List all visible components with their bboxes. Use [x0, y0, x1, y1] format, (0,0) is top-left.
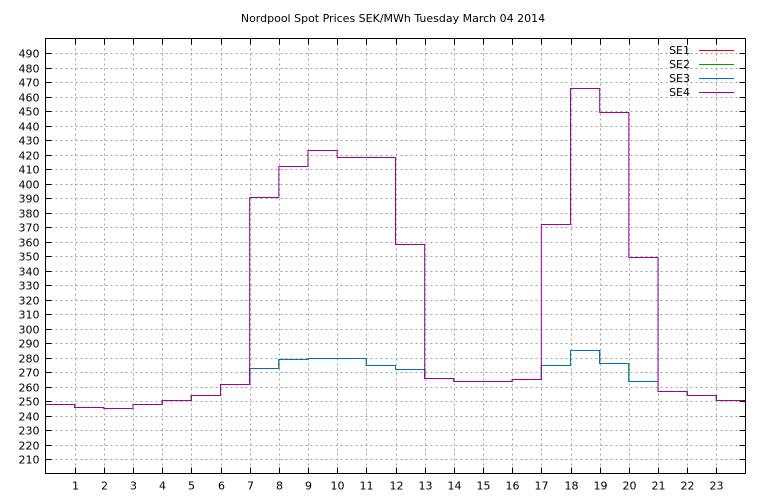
y-tick-label: 240 — [19, 411, 40, 424]
x-tick-label: 7 — [247, 480, 254, 493]
x-tick-label: 16 — [506, 480, 520, 493]
y-tick-label: 400 — [19, 179, 40, 192]
x-tick-label: 19 — [594, 480, 608, 493]
plot-frame — [45, 38, 746, 474]
y-tick-label: 350 — [19, 251, 40, 264]
y-tick-label: 470 — [19, 77, 40, 90]
y-tick-label: 270 — [19, 367, 40, 380]
y-tick-label: 340 — [19, 266, 40, 279]
x-tick-label: 15 — [477, 480, 491, 493]
x-tick-label: 6 — [218, 480, 225, 493]
legend-label-se4: SE4 — [669, 86, 690, 99]
y-tick-label: 320 — [19, 295, 40, 308]
x-tick-label: 12 — [390, 480, 404, 493]
x-tick-label: 11 — [360, 480, 374, 493]
y-tick-label: 410 — [19, 164, 40, 177]
y-tick-label: 300 — [19, 324, 40, 337]
x-tick-label: 13 — [419, 480, 433, 493]
legend-label-se2: SE2 — [669, 58, 690, 71]
y-tick-label: 460 — [19, 92, 40, 105]
axes: 2102202302402502602702802903003103203303… — [19, 38, 746, 493]
x-tick-label: 5 — [188, 480, 195, 493]
x-tick-label: 8 — [276, 480, 283, 493]
x-tick-label: 14 — [448, 480, 462, 493]
y-tick-label: 490 — [19, 48, 40, 61]
series-line-se4 — [45, 88, 746, 409]
series-line-se3 — [45, 350, 746, 409]
x-tick-label: 23 — [710, 480, 724, 493]
y-tick-label: 440 — [19, 121, 40, 134]
x-tick-label: 20 — [623, 480, 637, 493]
grid-lines — [45, 38, 746, 474]
data-series — [45, 88, 746, 409]
x-tick-label: 17 — [535, 480, 549, 493]
x-tick-label: 10 — [331, 480, 345, 493]
y-tick-label: 290 — [19, 338, 40, 351]
x-tick-label: 18 — [565, 480, 579, 493]
x-tick-label: 2 — [101, 480, 108, 493]
series-line-se2 — [45, 350, 746, 409]
y-tick-label: 450 — [19, 106, 40, 119]
y-tick-label: 310 — [19, 309, 40, 322]
y-tick-label: 390 — [19, 193, 40, 206]
y-tick-label: 360 — [19, 237, 40, 250]
y-tick-label: 480 — [19, 63, 40, 76]
y-tick-label: 210 — [19, 454, 40, 467]
x-tick-label: 4 — [159, 480, 166, 493]
x-tick-label: 1 — [72, 480, 79, 493]
y-tick-label: 430 — [19, 135, 40, 148]
x-tick-label: 21 — [652, 480, 666, 493]
legend-label-se3: SE3 — [669, 72, 690, 85]
y-tick-label: 260 — [19, 382, 40, 395]
chart-title: Nordpool Spot Prices SEK/MWh Tuesday Mar… — [241, 12, 545, 25]
y-tick-label: 370 — [19, 222, 40, 235]
y-tick-label: 250 — [19, 396, 40, 409]
y-tick-label: 220 — [19, 440, 40, 453]
x-tick-label: 22 — [681, 480, 695, 493]
y-tick-label: 330 — [19, 280, 40, 293]
series-line-se1 — [45, 350, 746, 409]
x-tick-label: 9 — [305, 480, 312, 493]
legend-label-se1: SE1 — [669, 44, 690, 57]
y-tick-label: 280 — [19, 353, 40, 366]
x-tick-label: 3 — [130, 480, 137, 493]
y-tick-label: 420 — [19, 150, 40, 163]
y-tick-label: 230 — [19, 425, 40, 438]
y-tick-label: 380 — [19, 208, 40, 221]
